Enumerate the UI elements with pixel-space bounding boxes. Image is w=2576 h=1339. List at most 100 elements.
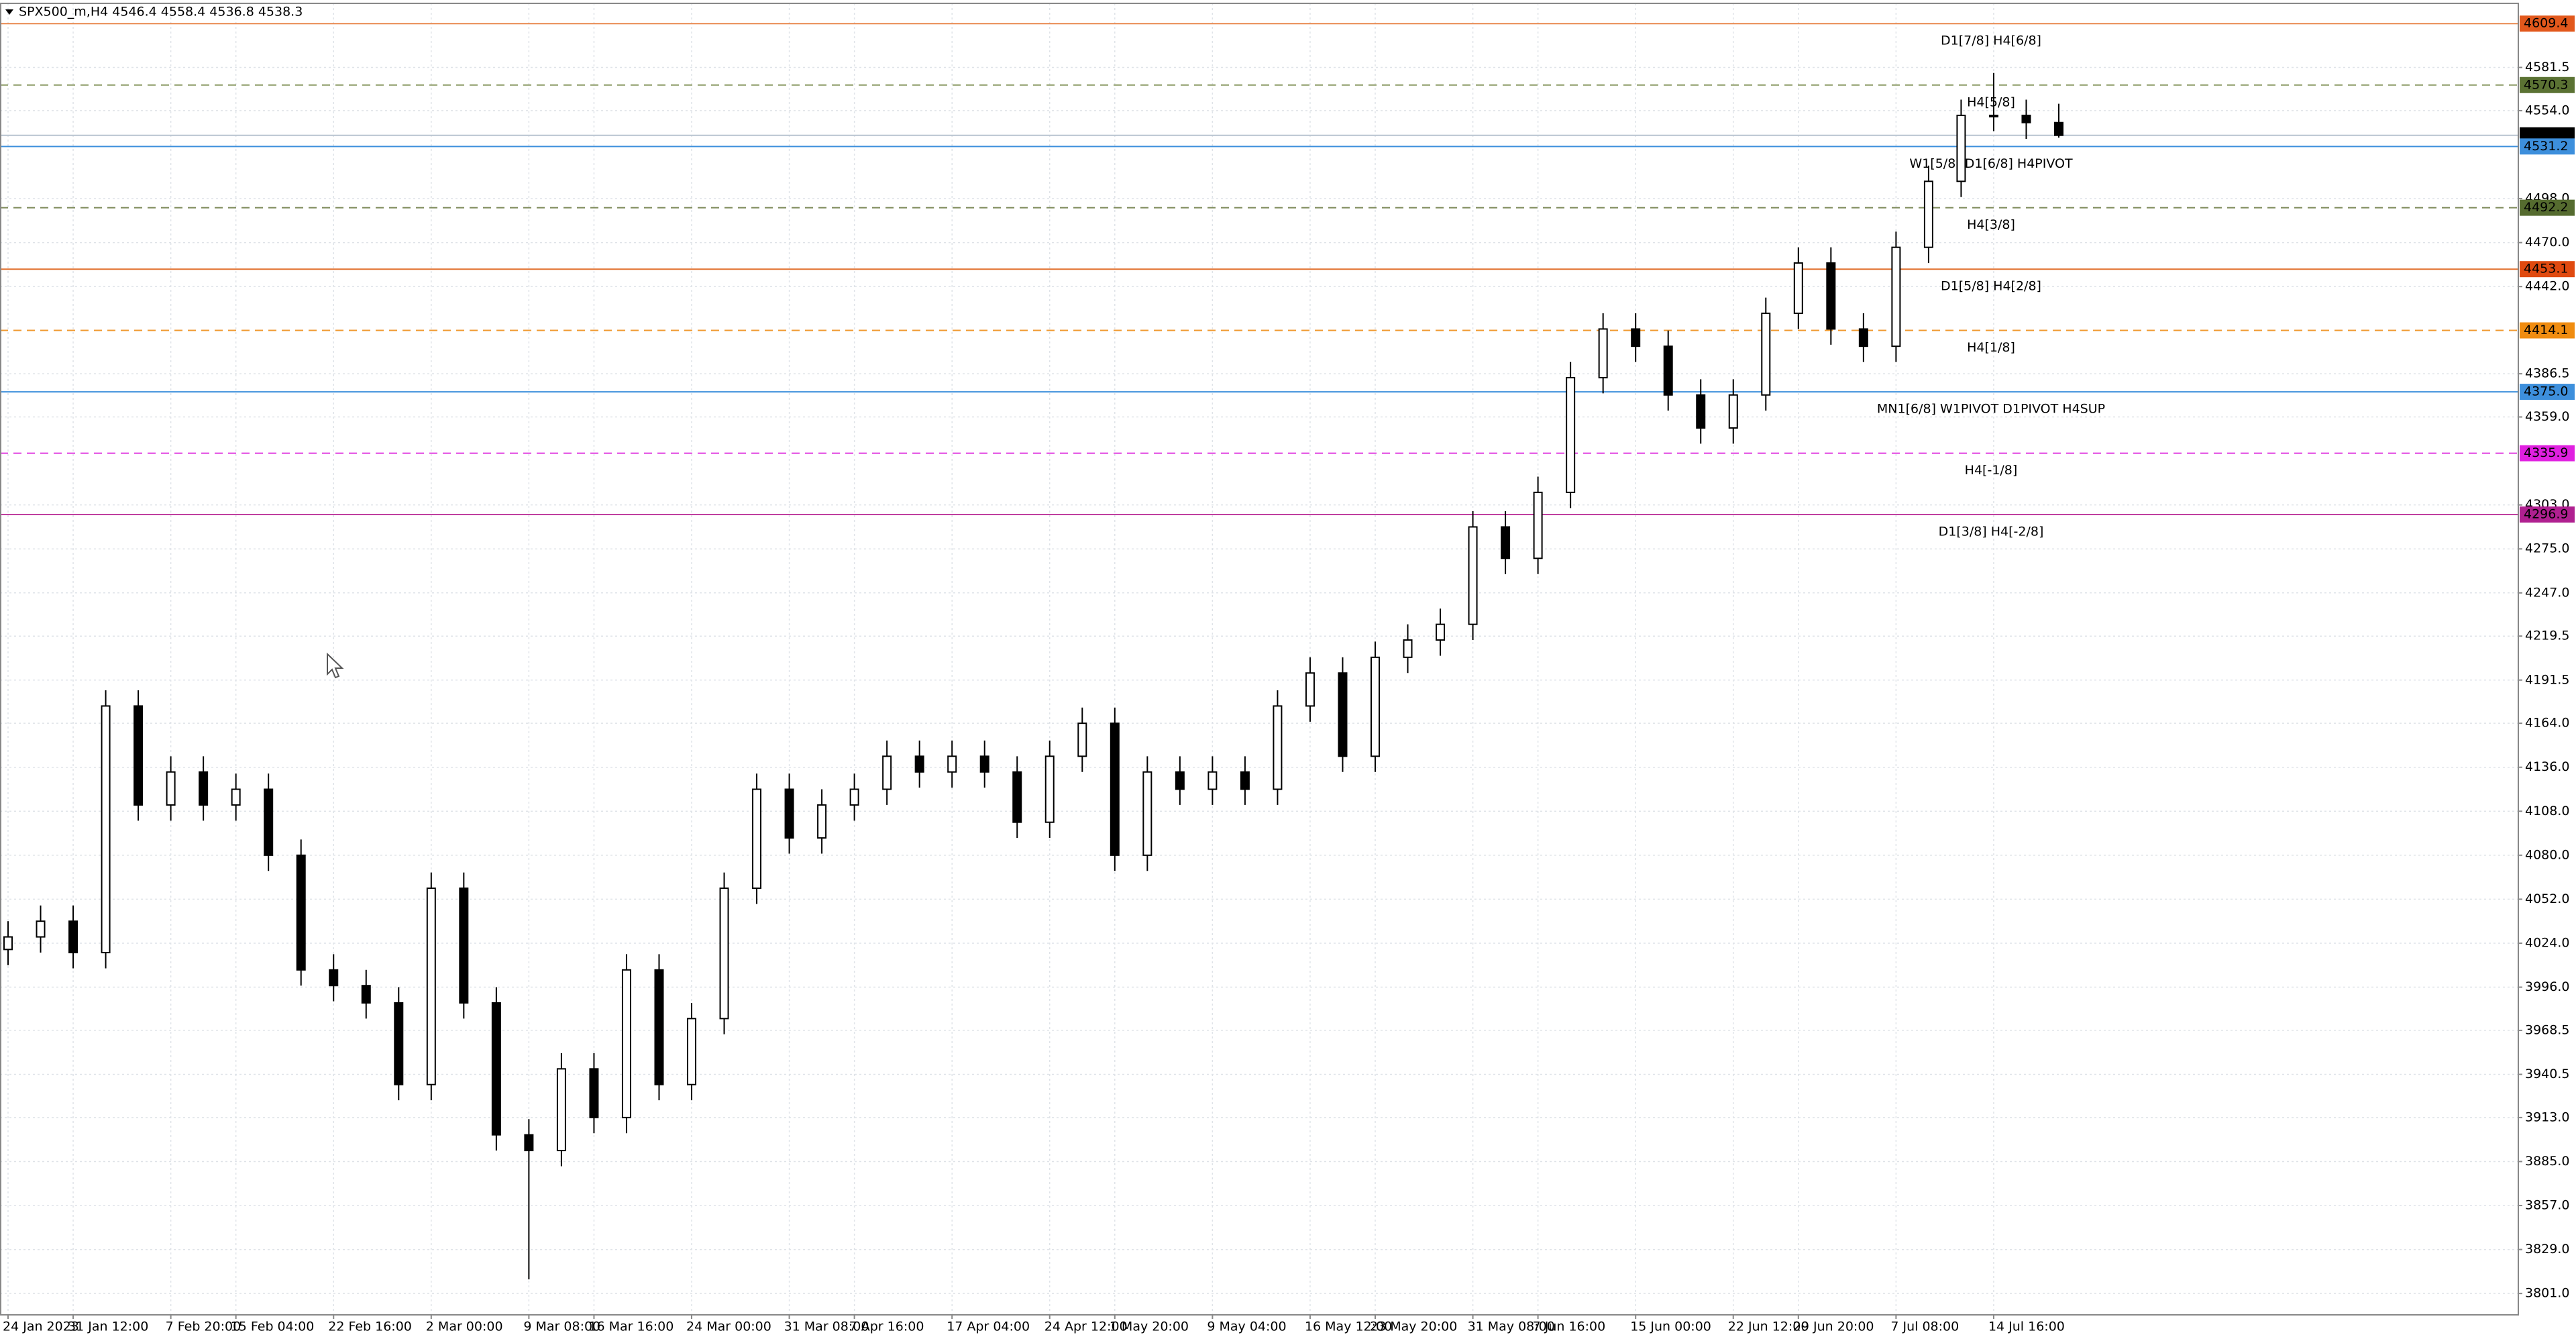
x-tick-label: 9 Mar 08:00 xyxy=(523,1320,600,1334)
x-tick-label: 22 Feb 16:00 xyxy=(328,1320,412,1334)
candle-body xyxy=(329,969,339,987)
candle-body xyxy=(296,854,306,971)
candle-body xyxy=(1436,623,1446,641)
x-tick-label: 24 Jan 2023 xyxy=(3,1320,79,1334)
candle-body xyxy=(1044,755,1055,823)
price-tag-label: 4335.9 xyxy=(2524,445,2568,460)
x-tick-label: 22 Jun 12:00 xyxy=(1728,1320,1809,1334)
level-label: MN1[6/8] W1PIVOT D1PIVOT H4SUP xyxy=(1877,402,2105,417)
x-tick-label: 15 Jun 00:00 xyxy=(1630,1320,1711,1334)
x-tick-label: 31 May 08:00 xyxy=(1468,1320,1555,1334)
candle-body xyxy=(1988,114,1998,117)
candle-body xyxy=(68,920,78,954)
candle-body xyxy=(2054,121,2063,136)
x-tick-label: 7 Jul 08:00 xyxy=(1890,1320,1959,1334)
price-tag-label: 4609.4 xyxy=(2524,16,2568,31)
y-tick-label: 4470.0 xyxy=(2525,235,2569,250)
x-tick-label: 29 Jun 20:00 xyxy=(1793,1320,1874,1334)
candle-body xyxy=(1858,328,1868,347)
price-tag-label: 4453.1 xyxy=(2524,262,2568,276)
candle-body xyxy=(1761,312,1771,396)
x-tick-label: 31 Jan 12:00 xyxy=(68,1320,148,1334)
candle-body xyxy=(3,936,13,951)
candle-body xyxy=(36,920,46,938)
x-tick-label: 15 Feb 04:00 xyxy=(231,1320,315,1334)
y-tick-label: 3968.5 xyxy=(2525,1022,2569,1037)
y-tick-label: 3885.0 xyxy=(2525,1154,2569,1169)
candle-body xyxy=(1501,526,1511,559)
candle-body xyxy=(1826,262,1836,330)
candle-body xyxy=(687,1018,696,1085)
grid xyxy=(0,3,2518,1315)
candle-body xyxy=(394,1002,404,1085)
x-tick-label: 17 Apr 04:00 xyxy=(947,1320,1030,1334)
y-tick-label: 3801.0 xyxy=(2525,1286,2569,1301)
y-tick-label: 3857.0 xyxy=(2525,1198,2569,1213)
y-tick-label: 3996.0 xyxy=(2525,979,2569,994)
y-tick-label: 4247.0 xyxy=(2525,585,2569,600)
candle-body xyxy=(1371,656,1380,757)
price-tag-label: 4570.3 xyxy=(2524,77,2568,92)
candle-body xyxy=(654,969,664,1085)
level-label: W1[5/8] D1[6/8] H4PIVOT xyxy=(1909,156,2073,171)
y-tick-label: 4108.0 xyxy=(2525,804,2569,818)
price-tag xyxy=(2520,445,2575,462)
y-tick-label: 4359.0 xyxy=(2525,409,2569,424)
candle-body xyxy=(1663,345,1673,396)
candle-body xyxy=(101,705,111,954)
candle-body xyxy=(1631,328,1641,347)
candle-body xyxy=(1923,180,1933,248)
level-label: H4[5/8] xyxy=(1967,95,2015,109)
y-tick-label: 4275.0 xyxy=(2525,541,2569,556)
candle-body xyxy=(1110,722,1120,856)
candle-body xyxy=(361,985,371,1004)
candle-body xyxy=(1793,262,1803,314)
candle-body xyxy=(752,788,762,890)
y-tick-label: 4052.0 xyxy=(2525,892,2569,906)
price-tag xyxy=(2520,15,2575,32)
price-tag-label: 4375.0 xyxy=(2524,384,2568,399)
candle-body xyxy=(1696,394,1706,429)
candle-body xyxy=(2021,114,2031,123)
candle-body xyxy=(1566,377,1576,493)
x-tick-label: 23 May 20:00 xyxy=(1370,1320,1457,1334)
candle-body xyxy=(1077,722,1087,757)
candle-body xyxy=(426,888,436,1085)
level-label: H4[3/8] xyxy=(1967,217,2015,232)
chart-title: SPX500_m,H4 4546.4 4558.4 4536.8 4538.3 xyxy=(19,5,303,19)
level-label: D1[7/8] H4[6/8] xyxy=(1941,34,2041,48)
candle-body xyxy=(491,1002,501,1136)
x-tick-label: 7 Jun 16:00 xyxy=(1533,1320,1606,1334)
menu-triangle[interactable] xyxy=(5,9,13,15)
price-tag xyxy=(2520,76,2575,93)
x-tick-label: 7 Feb 20:00 xyxy=(166,1320,241,1334)
candle-body xyxy=(621,969,631,1118)
candle-body xyxy=(524,1134,534,1152)
y-tick-label: 4191.5 xyxy=(2525,672,2569,687)
candle-body xyxy=(719,888,729,1020)
y-tick-label: 4581.5 xyxy=(2525,60,2569,74)
price-tag-label: 4531.2 xyxy=(2524,139,2568,154)
x-tick-label: 14 Jul 16:00 xyxy=(1988,1320,2065,1334)
candle-body xyxy=(264,788,274,856)
candle-body xyxy=(556,1068,566,1152)
candle-body xyxy=(882,755,892,790)
x-tick-label: 2 Mar 00:00 xyxy=(426,1320,503,1334)
levels: D1[7/8] H4[6/8] H4[5/8] W1[5/8] D1[6/8] H4… xyxy=(0,23,2518,539)
candle-body xyxy=(1175,771,1185,790)
price-tag xyxy=(2520,322,2575,339)
plot-frame xyxy=(0,3,2519,1316)
x-tick-label: 7 Apr 16:00 xyxy=(849,1320,924,1334)
candle-body xyxy=(817,804,827,839)
candle-body xyxy=(1598,328,1608,379)
y-tick-label: 4219.5 xyxy=(2525,629,2569,643)
x-tick-label: 9 May 04:00 xyxy=(1207,1320,1286,1334)
candle-body xyxy=(199,771,209,806)
candle-body xyxy=(1403,639,1413,658)
y-tick-label: 4080.0 xyxy=(2525,847,2569,862)
candle-body xyxy=(1142,771,1152,856)
y-tick-label: 4164.0 xyxy=(2525,716,2569,731)
candle-body xyxy=(1956,114,1966,182)
y-tick-label: 3829.0 xyxy=(2525,1242,2569,1256)
